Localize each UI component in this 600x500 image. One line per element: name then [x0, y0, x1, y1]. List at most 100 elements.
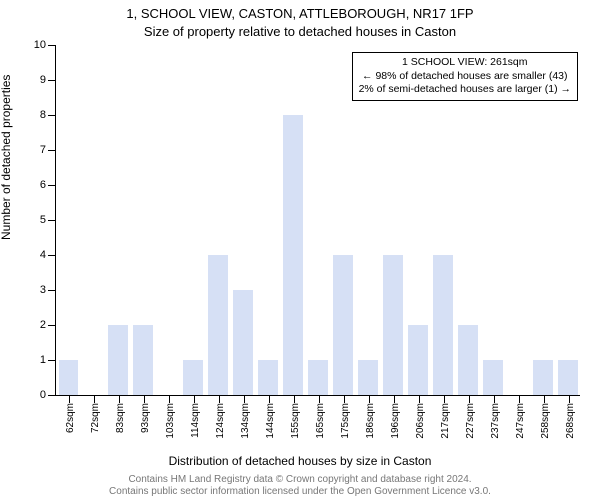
x-tick: [244, 395, 245, 403]
bar-slot: [256, 46, 281, 395]
x-tick: [319, 395, 320, 403]
x-tick: [469, 395, 470, 403]
bar-slot: [281, 46, 306, 395]
x-tick-label: 72sqm: [90, 403, 101, 433]
x-tick-label: 268sqm: [565, 403, 576, 439]
x-tick-label: 206sqm: [415, 403, 426, 439]
x-tick: [544, 395, 545, 403]
x-tick-label: 175sqm: [340, 403, 351, 439]
bar: [533, 360, 553, 395]
x-tick-label: 165sqm: [315, 403, 326, 439]
x-tick-label: 124sqm: [215, 403, 226, 439]
bar: [358, 360, 378, 395]
y-tick: [48, 325, 56, 326]
x-tick-label: 155sqm: [290, 403, 301, 439]
bar-slot: [231, 46, 256, 395]
x-tick-label: 93sqm: [140, 403, 151, 433]
annotation-box: 1 SCHOOL VIEW: 261sqm ← 98% of detached …: [352, 52, 578, 101]
x-tick-label: 217sqm: [440, 403, 451, 439]
x-tick: [419, 395, 420, 403]
y-tick-label: 2: [40, 319, 46, 331]
x-tick-label: 237sqm: [490, 403, 501, 439]
x-tick-label: 144sqm: [265, 403, 276, 439]
y-tick-label: 10: [34, 39, 46, 51]
y-tick-label: 4: [40, 249, 46, 261]
x-tick: [219, 395, 220, 403]
y-tick: [48, 45, 56, 46]
x-tick-label: 114sqm: [190, 403, 201, 438]
bar-slot: [206, 46, 231, 395]
x-tick-label: 83sqm: [115, 403, 126, 433]
y-tick-label: 0: [40, 389, 46, 401]
x-tick: [519, 395, 520, 403]
x-tick: [194, 395, 195, 403]
y-tick-label: 9: [40, 74, 46, 86]
x-tick: [169, 395, 170, 403]
x-tick: [369, 395, 370, 403]
y-tick: [48, 115, 56, 116]
x-tick-label: 227sqm: [465, 403, 476, 439]
y-tick: [48, 360, 56, 361]
chart-title-main: 1, SCHOOL VIEW, CASTON, ATTLEBOROUGH, NR…: [0, 6, 600, 21]
annotation-line-2: ← 98% of detached houses are smaller (43…: [359, 70, 571, 84]
x-tick-label: 134sqm: [240, 403, 251, 439]
bar: [558, 360, 578, 395]
x-axis-label: Distribution of detached houses by size …: [0, 454, 600, 468]
x-tick: [144, 395, 145, 403]
x-tick: [394, 395, 395, 403]
annotation-line-3: 2% of semi-detached houses are larger (1…: [359, 83, 571, 97]
y-tick: [48, 290, 56, 291]
bar: [59, 360, 79, 395]
bar: [208, 255, 228, 395]
y-tick-label: 3: [40, 284, 46, 296]
x-tick-label: 103sqm: [165, 403, 176, 439]
y-tick-label: 8: [40, 109, 46, 121]
y-tick: [48, 150, 56, 151]
chart-title-sub: Size of property relative to detached ho…: [0, 24, 600, 39]
y-tick: [48, 220, 56, 221]
bar-slot: [131, 46, 156, 395]
x-tick: [344, 395, 345, 403]
x-tick-label: 62sqm: [65, 403, 76, 433]
bar: [433, 255, 453, 395]
x-tick: [569, 395, 570, 403]
bar: [308, 360, 328, 395]
bar: [458, 325, 478, 395]
x-tick-label: 186sqm: [365, 403, 376, 439]
bar: [283, 115, 303, 395]
bar-slot: [56, 46, 81, 395]
y-tick: [48, 80, 56, 81]
y-tick-label: 6: [40, 179, 46, 191]
x-tick: [444, 395, 445, 403]
y-tick-label: 5: [40, 214, 46, 226]
x-tick-label: 258sqm: [540, 403, 551, 439]
bar: [258, 360, 278, 395]
y-tick: [48, 395, 56, 396]
y-tick-label: 1: [40, 354, 46, 366]
x-tick-label: 247sqm: [515, 403, 526, 439]
attribution-line-2: Contains public sector information licen…: [109, 486, 491, 497]
bar-slot: [306, 46, 331, 395]
x-tick: [269, 395, 270, 403]
bar: [233, 290, 253, 395]
bar-slot: [81, 46, 106, 395]
y-tick-label: 7: [40, 144, 46, 156]
y-tick: [48, 185, 56, 186]
annotation-line-1: 1 SCHOOL VIEW: 261sqm: [359, 56, 571, 70]
bar: [483, 360, 503, 395]
bar: [108, 325, 128, 395]
bar-slot: [106, 46, 131, 395]
x-tick: [69, 395, 70, 403]
x-tick: [94, 395, 95, 403]
attribution-text: Contains HM Land Registry data © Crown c…: [0, 474, 600, 498]
y-axis-label: Number of detached properties: [0, 75, 13, 240]
bar: [333, 255, 353, 395]
x-tick: [494, 395, 495, 403]
bar-slot: [181, 46, 206, 395]
x-tick-label: 196sqm: [390, 403, 401, 439]
bar: [133, 325, 153, 395]
bar: [383, 255, 403, 395]
bar-slot: [156, 46, 181, 395]
x-tick: [294, 395, 295, 403]
attribution-line-1: Contains HM Land Registry data © Crown c…: [128, 474, 471, 485]
